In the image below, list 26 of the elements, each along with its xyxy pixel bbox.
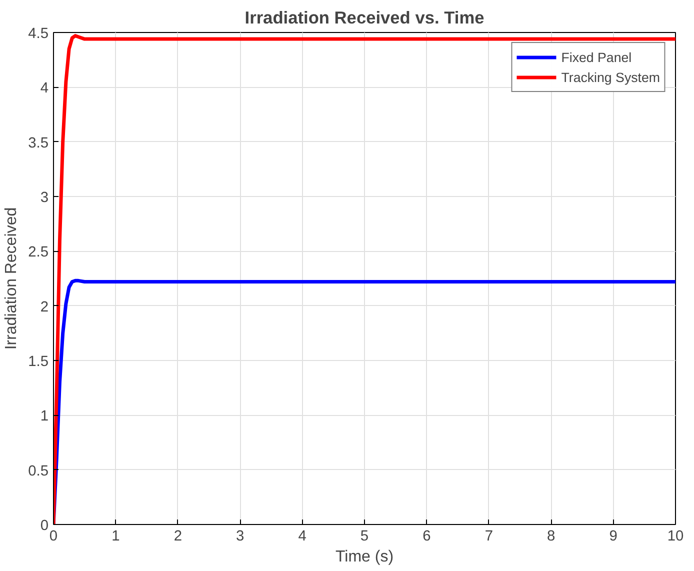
legend-label: Fixed Panel — [561, 50, 632, 64]
x-tick-label: 1 — [112, 528, 120, 544]
x-axis-title: Time (s) — [335, 548, 394, 566]
x-tick-label: 9 — [609, 528, 618, 544]
line-series — [54, 34, 676, 524]
y-tick-label: 3.5 — [28, 135, 48, 152]
y-tick-label: 1 — [40, 408, 49, 425]
y-tick-label: 4 — [40, 80, 49, 97]
x-tick-label: 4 — [298, 528, 306, 544]
legend-label: Tracking System — [561, 70, 660, 84]
y-tick-label: 3 — [40, 190, 49, 206]
y-tick-label: 2 — [40, 299, 49, 316]
y-tick-label: 1.5 — [28, 354, 48, 370]
y-tick-label: 0 — [40, 518, 49, 534]
x-tick-label: 3 — [236, 528, 244, 544]
x-tick-label: 8 — [547, 528, 556, 544]
chart-title: Irradiation Received vs. Time — [244, 8, 485, 28]
x-tick-label: 10 — [667, 528, 684, 544]
y-axis-title: Irradiation Received — [3, 207, 20, 350]
x-tick-label: 2 — [174, 528, 182, 544]
x-tick-label: 5 — [360, 528, 369, 544]
y-tick-label: 2.5 — [28, 244, 48, 261]
y-tick-label: 4.5 — [28, 26, 48, 42]
y-tick-label: 0.5 — [28, 463, 48, 480]
x-tick-label: 6 — [422, 528, 431, 544]
x-tick-label: 7 — [484, 528, 493, 544]
